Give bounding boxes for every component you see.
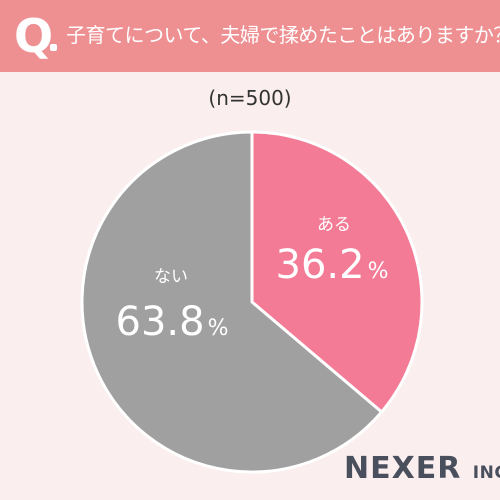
- q-dot: [50, 44, 57, 51]
- logo-suffix: INC.: [472, 463, 500, 483]
- slice-label-1: ない: [154, 267, 188, 287]
- sample-size: (n=500): [208, 86, 292, 110]
- slice-value-0: 36.2%: [276, 242, 389, 288]
- slice-label-0: ある: [317, 215, 351, 235]
- nexer-logo: NEXER INC.: [344, 452, 500, 490]
- question-text: 子育てについて、夫婦で揉めたことはありますか？: [66, 23, 500, 47]
- pie-slice-1: [80, 130, 384, 474]
- logo-main: NEXER: [344, 451, 462, 486]
- slice-value-1: 63.8%: [116, 299, 229, 345]
- q-mark: Q: [14, 9, 54, 63]
- pie-slice-0: [250, 130, 424, 414]
- question-header: Q 子育てについて、夫婦で揉めたことはありますか？: [0, 0, 500, 72]
